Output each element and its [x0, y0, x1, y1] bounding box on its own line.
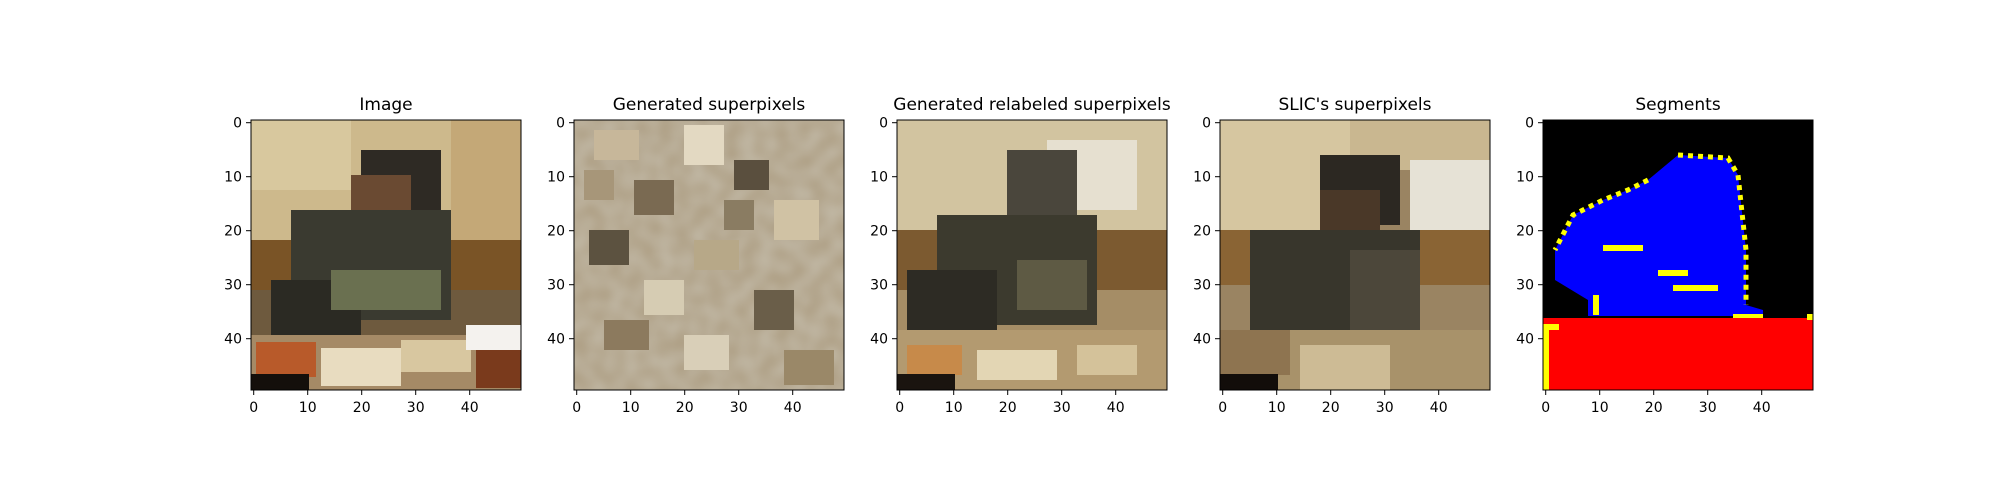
- x-tick-label: 30: [1053, 400, 1071, 416]
- panel-title: Image: [359, 95, 412, 115]
- x-tick-label: 0: [572, 400, 581, 416]
- x-tick-label: 30: [407, 400, 425, 416]
- y-tick-label: 40: [1516, 332, 1534, 348]
- y-tick-label: 30: [547, 278, 565, 294]
- panel-title: Generated superpixels: [613, 95, 806, 115]
- y-tick-label: 20: [224, 224, 242, 240]
- y-tick-label: 20: [1193, 224, 1211, 240]
- y-tick-label: 30: [870, 278, 888, 294]
- y-tick-label: 40: [1193, 332, 1211, 348]
- x-tick-label: 10: [1268, 400, 1286, 416]
- segmentation-mask-blue-red-yellow: [1543, 120, 1813, 390]
- y-tick-label: 10: [1516, 170, 1534, 186]
- panel-segments: Segments: [1542, 95, 1814, 391]
- x-tick-label: 0: [249, 400, 258, 416]
- y-tick-label: 0: [1202, 116, 1211, 132]
- y-tick-label: 10: [1193, 170, 1211, 186]
- x-tick-label: 20: [353, 400, 371, 416]
- x-tick-label: 30: [730, 400, 748, 416]
- y-tick-label: 10: [547, 170, 565, 186]
- x-tick-label: 20: [999, 400, 1017, 416]
- y-tick-label: 40: [224, 332, 242, 348]
- axes-panel-3: 0 10 20 30 40 0 10 20 30 40: [870, 116, 1124, 416]
- x-tick-label: 10: [945, 400, 963, 416]
- panel-title: SLIC's superpixels: [1278, 95, 1431, 115]
- x-tick-label: 40: [784, 400, 802, 416]
- y-tick-label: 20: [547, 224, 565, 240]
- y-tick-label: 10: [224, 170, 242, 186]
- y-tick-label: 30: [224, 278, 242, 294]
- x-tick-label: 40: [461, 400, 479, 416]
- x-tick-label: 30: [1376, 400, 1394, 416]
- panel-slic-superpixels: SLIC's superpixels: [1219, 95, 1491, 391]
- x-tick-label: 10: [622, 400, 640, 416]
- y-tick-label: 30: [1516, 278, 1534, 294]
- slic-superpixel-photo: [1220, 120, 1490, 390]
- y-tick-label: 20: [870, 224, 888, 240]
- axes-panel-4: 0 10 20 30 40 0 10 20 30 40: [1193, 116, 1447, 416]
- x-tick-label: 20: [1322, 400, 1340, 416]
- y-tick-label: 20: [1516, 224, 1534, 240]
- axes-panel-1: 0 10 20 30 40 0 10 20 30 40: [224, 116, 478, 416]
- panel-image: Image: [250, 95, 522, 391]
- axes-panel-2: 0 10 20 30 40 0 10 20 30 40: [547, 116, 801, 416]
- axes-panel-5: 0 10 20 30 40 0 10 20 30 40: [1516, 116, 1770, 416]
- y-tick-label: 40: [547, 332, 565, 348]
- y-tick-label: 30: [1193, 278, 1211, 294]
- panel-relabeled-superpixels: Generated relabeled superpixels: [893, 95, 1171, 391]
- x-tick-label: 20: [676, 400, 694, 416]
- x-tick-label: 0: [1541, 400, 1550, 416]
- y-tick-label: 0: [1525, 116, 1534, 132]
- y-tick-label: 0: [233, 116, 242, 132]
- x-tick-label: 0: [895, 400, 904, 416]
- y-tick-label: 40: [870, 332, 888, 348]
- y-tick-label: 0: [879, 116, 888, 132]
- panel-title: Generated relabeled superpixels: [893, 95, 1171, 115]
- x-tick-label: 10: [299, 400, 317, 416]
- random-superpixel-mosaic: [574, 120, 844, 390]
- axes-layer: 0 10 20 30 40 0 10 20 30 40 0 10 20 30 40 0 10 20 30 40 0 10 2…: [224, 116, 1770, 416]
- panel-title: Segments: [1635, 95, 1721, 115]
- x-tick-label: 40: [1107, 400, 1125, 416]
- x-tick-label: 40: [1430, 400, 1448, 416]
- x-tick-label: 30: [1699, 400, 1717, 416]
- x-tick-label: 40: [1753, 400, 1771, 416]
- photo-person-eating-at-table: [251, 120, 521, 390]
- y-tick-label: 0: [556, 116, 565, 132]
- x-tick-label: 0: [1218, 400, 1227, 416]
- relabeled-superpixel-photo: [897, 120, 1167, 390]
- x-tick-label: 20: [1645, 400, 1663, 416]
- y-tick-label: 10: [870, 170, 888, 186]
- x-tick-label: 10: [1591, 400, 1609, 416]
- panel-generated-superpixels: Generated superpixels: [573, 95, 845, 391]
